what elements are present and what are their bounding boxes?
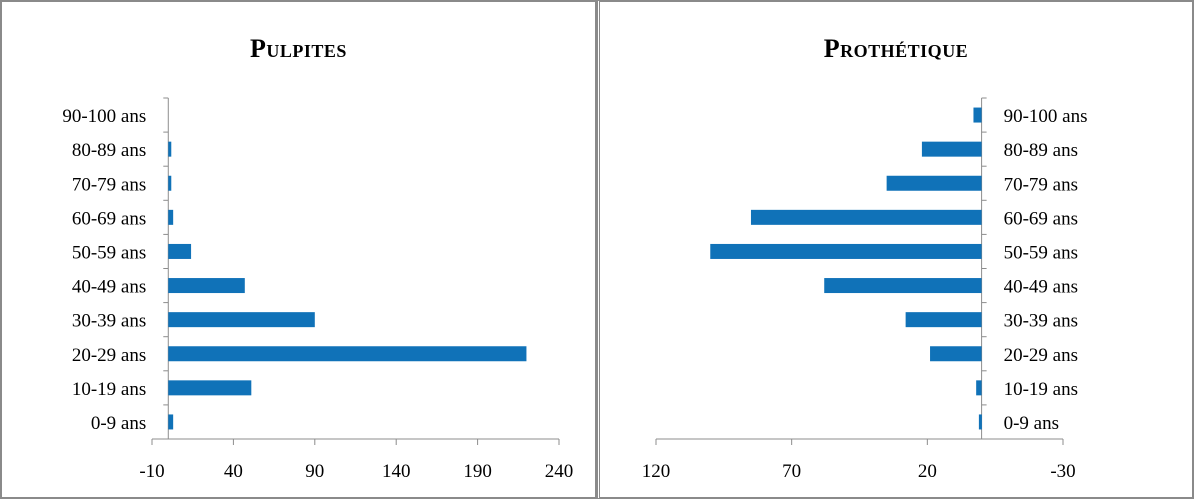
chart-panel-pulpites: Pulpites 0-9 ans 10-19 ans 20-29 ans 30-39 … — [0, 0, 597, 499]
chart-title: Prothétique — [823, 34, 969, 63]
category-label: 20-29 ans — [72, 345, 146, 366]
category-label: 70-79 ans — [72, 174, 146, 195]
value-tick-label: 20 — [918, 461, 937, 482]
value-tick-label: -10 — [139, 461, 164, 482]
value-tick-label: 90 — [305, 461, 324, 482]
bar-30-39-ans — [168, 312, 315, 328]
bar-10-19-ans — [976, 380, 982, 396]
value-tick-label: 140 — [382, 461, 411, 482]
category-label: 70-79 ans — [1004, 174, 1078, 195]
category-label: 10-19 ans — [72, 379, 146, 400]
value-tick-label: 40 — [224, 461, 243, 482]
category-label: 20-29 ans — [1004, 345, 1078, 366]
bar-50-59-ans — [168, 243, 192, 259]
value-tick-label: 70 — [782, 461, 801, 482]
bar-40-49-ans — [168, 278, 245, 294]
bar-80-89-ans — [921, 141, 982, 157]
bar-10-19-ans — [168, 380, 252, 396]
category-label: 60-69 ans — [72, 208, 146, 229]
category-label: 80-89 ans — [72, 140, 146, 161]
bar-50-59-ans — [710, 243, 982, 259]
bar-0-9-ans — [978, 414, 982, 430]
category-label: 40-49 ans — [1004, 277, 1078, 298]
value-tick-label: 190 — [463, 461, 492, 482]
category-label: 50-59 ans — [1004, 242, 1078, 263]
bar-70-79-ans — [886, 175, 982, 191]
category-label: 0-9 ans — [1004, 413, 1059, 434]
category-label: 80-89 ans — [1004, 140, 1078, 161]
bar-40-49-ans — [824, 278, 982, 294]
category-label: 30-39 ans — [1004, 311, 1078, 332]
category-label: 0-9 ans — [91, 413, 146, 434]
bar-chart-pulpites: 0-9 ans 10-19 ans 20-29 ans 30-39 ans 40-49 … — [62, 97, 574, 482]
bar-60-69-ans — [750, 209, 982, 225]
bar-20-29-ans — [930, 346, 982, 362]
category-label: 90-100 ans — [62, 106, 146, 127]
bar-20-29-ans — [168, 346, 527, 362]
bar-90-100-ans — [973, 107, 982, 123]
category-label: 10-19 ans — [1004, 379, 1078, 400]
category-label: 40-49 ans — [72, 277, 146, 298]
bar-0-9-ans — [168, 414, 174, 430]
value-tick-label: 120 — [642, 461, 671, 482]
bar-70-79-ans — [168, 175, 172, 191]
chart-title: Pulpites — [250, 34, 347, 63]
bar-80-89-ans — [168, 141, 172, 157]
category-label: 30-39 ans — [72, 311, 146, 332]
bar-60-69-ans — [168, 209, 174, 225]
category-label: 90-100 ans — [1004, 106, 1088, 127]
bar-chart-prothetique: 0-9 ans 10-19 ans 20-29 ans 30-39 ans 40-49 … — [642, 97, 1088, 482]
chart-panel-prothetique: Prothétique 0-9 ans 10-19 ans 20-29 ans 30-… — [597, 0, 1194, 499]
category-label: 50-59 ans — [72, 242, 146, 263]
bar-30-39-ans — [905, 312, 982, 328]
value-tick-label: -30 — [1050, 461, 1075, 482]
value-tick-label: 240 — [545, 461, 574, 482]
category-label: 60-69 ans — [1004, 208, 1078, 229]
